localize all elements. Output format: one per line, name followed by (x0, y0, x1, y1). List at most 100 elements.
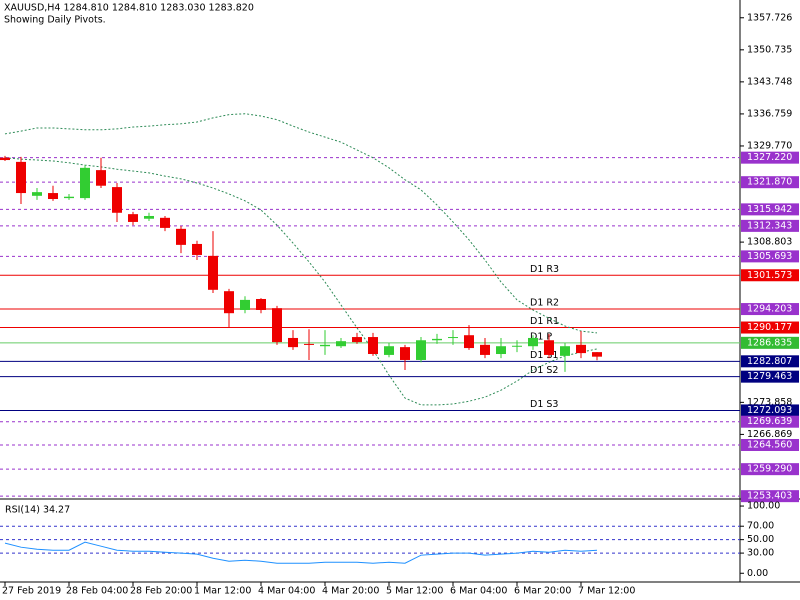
x-tick-label: 27 Feb 2019 (2, 586, 61, 597)
candle-body (240, 299, 250, 310)
candle-body (512, 345, 522, 347)
x-tick-label: 7 Mar 12:00 (578, 586, 635, 597)
level-price-label: 1321.870 (747, 177, 792, 188)
candle-body (288, 337, 298, 348)
candle-body (144, 215, 154, 219)
y-tick-label: 1329.770 (747, 140, 792, 151)
level-price-label: 1269.639 (747, 416, 792, 427)
candle-body (432, 338, 442, 341)
candle-body (224, 291, 234, 314)
x-tick-label: 6 Mar 04:00 (450, 586, 507, 597)
level-price-label: 1272.093 (747, 405, 792, 416)
level-price-label: 1327.220 (747, 152, 792, 163)
candle-body (192, 243, 202, 255)
y-tick-label: 1308.803 (747, 237, 792, 248)
level-price-label: 1282.807 (747, 356, 792, 367)
level-price-box (741, 269, 799, 282)
level-price-label: 1259.290 (747, 464, 792, 475)
candle-body (576, 344, 586, 354)
y-tick-label: 1343.748 (747, 76, 792, 87)
level-price-box (741, 321, 799, 334)
candle-body (48, 193, 58, 200)
y-tick-label: 1273.858 (747, 397, 792, 408)
level-price-label: 1290.177 (747, 322, 792, 333)
y-tick-label: 1350.735 (747, 44, 792, 55)
level-price-box (741, 176, 799, 189)
candle-body (256, 298, 266, 310)
level-price-box (741, 490, 799, 503)
level-price-box (741, 370, 799, 383)
x-tick-label: 6 Mar 20:00 (514, 586, 571, 597)
level-price-label: 1305.693 (747, 251, 792, 262)
level-price-box (741, 151, 799, 164)
candle-body (320, 344, 330, 347)
level-price-box (741, 438, 799, 451)
y-tick-label: 100.00 (747, 501, 780, 512)
candle-body (112, 187, 122, 213)
candle-body (448, 337, 458, 339)
candle-body (368, 337, 378, 355)
rsi-title: RSI(14) 34.27 (5, 505, 70, 516)
level-name: D1 R3 (530, 264, 559, 275)
candle-body (528, 337, 538, 347)
candle-body (496, 346, 506, 355)
candle-body (32, 192, 42, 196)
x-tick-label: 4 Mar 04:00 (258, 586, 315, 597)
x-tick-label: 28 Feb 20:00 (130, 586, 192, 597)
candle-body (208, 255, 218, 290)
chart-subtitle: Showing Daily Pivots. (4, 15, 106, 26)
candle-body (352, 337, 362, 343)
candle-body (336, 341, 346, 347)
level-price-box (741, 336, 799, 349)
candle-body (0, 157, 10, 161)
level-name: D1 S2 (530, 365, 558, 376)
y-tick-label: 70.00 (747, 521, 774, 532)
candle-body (544, 340, 554, 355)
x-tick-label: 5 Mar 12:00 (386, 586, 443, 597)
level-name: D1 P (530, 331, 552, 342)
x-tick-label: 4 Mar 20:00 (322, 586, 379, 597)
level-price-box (741, 404, 799, 417)
level-name: D1 S3 (530, 399, 558, 410)
candle-body (400, 347, 410, 360)
y-tick-label: 30.00 (747, 548, 774, 559)
y-tick-label: 1357.726 (747, 12, 792, 23)
level-price-box (741, 415, 799, 428)
level-price-label: 1264.560 (747, 439, 792, 450)
candle-body (16, 161, 26, 194)
level-price-label: 1294.203 (747, 304, 792, 315)
level-price-box (741, 250, 799, 263)
candle-body (128, 214, 138, 222)
y-tick-label: 1266.869 (747, 429, 792, 440)
candle-body (304, 343, 314, 345)
level-name: D1 R1 (530, 316, 559, 327)
level-price-label: 1286.835 (747, 337, 792, 348)
chart-title: XAUUSD,H4 1284.810 1284.810 1283.030 128… (4, 3, 254, 14)
level-price-label: 1312.343 (747, 220, 792, 231)
level-name: D1 R2 (530, 298, 559, 309)
candle-body (464, 335, 474, 349)
candle-body (272, 308, 282, 343)
band-line (4, 157, 598, 406)
y-tick-label: 1336.759 (747, 108, 792, 119)
level-price-box (741, 355, 799, 368)
candle-body (160, 217, 170, 228)
candle-body (416, 340, 426, 360)
level-price-label: 1253.403 (747, 491, 792, 502)
level-price-label: 1301.573 (747, 270, 792, 281)
level-price-box (741, 203, 799, 216)
level-price-label: 1279.463 (747, 371, 792, 382)
level-price-box (741, 219, 799, 232)
level-price-label: 1315.942 (747, 204, 792, 215)
y-tick-label: 0.00 (747, 568, 768, 579)
candle-body (480, 344, 490, 355)
x-tick-label: 28 Feb 04:00 (66, 586, 128, 597)
rsi-line (4, 541, 598, 564)
candle-body (560, 346, 570, 356)
candle-body (176, 228, 186, 245)
level-price-box (741, 303, 799, 316)
candle-body (80, 167, 90, 199)
band-line (4, 113, 598, 334)
